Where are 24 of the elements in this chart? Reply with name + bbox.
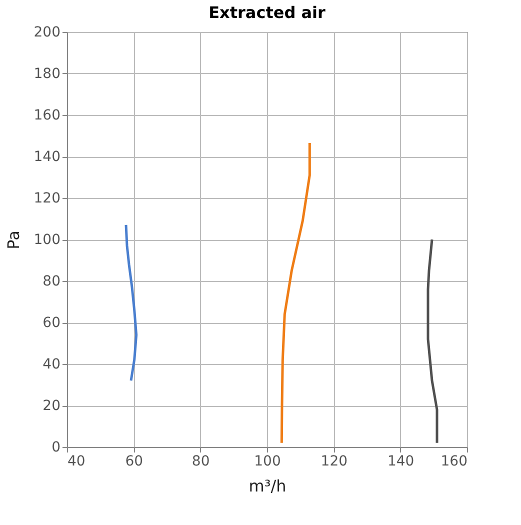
y-tick-label: 200	[34, 24, 60, 40]
y-tick-label: 20	[42, 398, 60, 414]
x-axis-title: m³/h	[248, 476, 286, 496]
line-series	[124, 224, 138, 382]
x-tick-label: 160	[440, 454, 468, 470]
y-tick-label: 100	[34, 232, 60, 248]
x-tick-label: 60	[125, 454, 144, 470]
y-tick-label: 80	[42, 274, 60, 290]
chart-title: Extracted air	[208, 3, 326, 22]
y-axis-title: Pa	[4, 230, 23, 250]
y-tick-label: 160	[34, 108, 60, 124]
y-tick-label: 120	[34, 190, 60, 206]
y-tick-label: 60	[42, 315, 60, 331]
y-tick-label: 140	[34, 149, 60, 165]
x-tick-label: 100	[254, 454, 281, 470]
line-series	[280, 142, 311, 444]
y-tick-label: 40	[42, 356, 60, 372]
y-tick-label: 180	[34, 66, 60, 82]
x-tick-label: 40	[68, 454, 86, 470]
x-tick-label: 140	[387, 454, 414, 470]
x-tick-label: 120	[320, 454, 348, 470]
x-tick-label: 80	[192, 454, 210, 470]
line-series	[426, 238, 438, 444]
y-tick-label: 0	[52, 440, 60, 456]
